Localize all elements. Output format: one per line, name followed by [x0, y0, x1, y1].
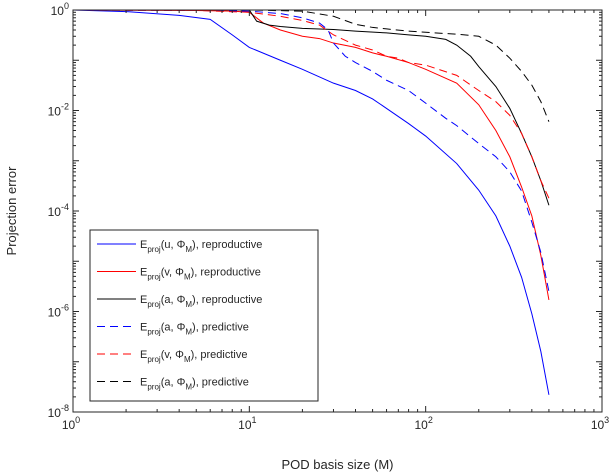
- x-tick-label: 102: [414, 415, 432, 432]
- series-line-1: [73, 10, 550, 395]
- legend: Eproj(u, ΦM), reproductive Eproj(v, ΦM), …: [89, 229, 319, 402]
- x-tick-label: 100: [62, 415, 80, 432]
- legend-box: [89, 229, 319, 402]
- y-tick-label: 10-4: [48, 202, 69, 219]
- y-tick-label: 10-2: [48, 102, 69, 119]
- series-line-5: [73, 10, 550, 199]
- series-line-4: [73, 10, 550, 292]
- series-line-3: [73, 10, 550, 206]
- tick-labels: 100 101 102 103 100 10-2 10-4 10-6 10-8: [48, 1, 610, 432]
- plot-lines: [73, 10, 550, 395]
- axis-ticks: [72, 9, 603, 413]
- legend-entry: Eproj(u, ΦM), reproductive: [140, 239, 262, 254]
- legend-entry: Eproj(a, ΦM), reproductive: [140, 294, 262, 309]
- legend-entry: Eproj(v, ΦM), reproductive: [140, 267, 261, 282]
- y-tick-label: 10-8: [48, 403, 69, 420]
- y-tick-label: 10-6: [48, 303, 69, 320]
- legend-entry: Eproj(a, ΦM), predictive: [140, 377, 249, 392]
- y-axis-label: Projection error: [4, 166, 19, 256]
- x-tick-label: 103: [591, 415, 609, 432]
- legend-entry: Eproj(a, ΦM), predictive: [140, 322, 249, 337]
- x-axis-label: POD basis size (M): [282, 457, 394, 472]
- legend-entry: Eproj(v, ΦM), predictive: [140, 349, 247, 364]
- y-tick-label: 100: [51, 1, 69, 18]
- x-tick-label: 101: [238, 415, 256, 432]
- series-line-2: [73, 10, 550, 301]
